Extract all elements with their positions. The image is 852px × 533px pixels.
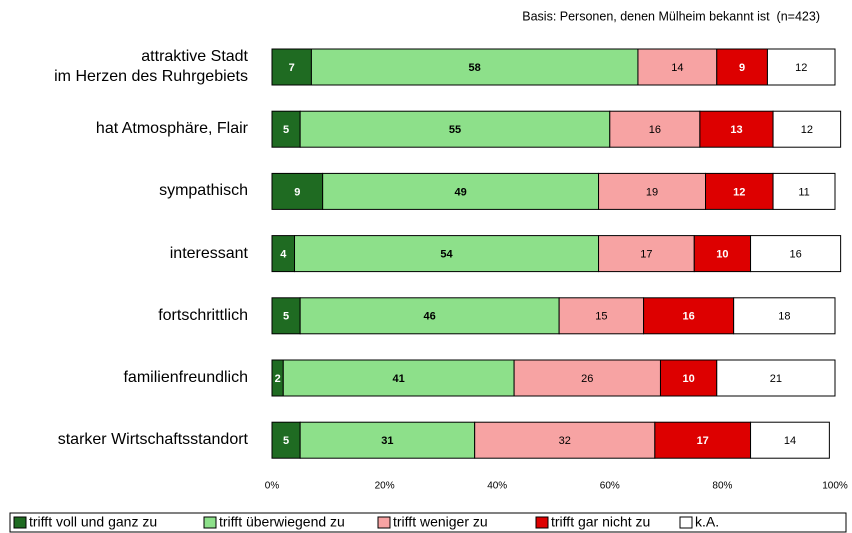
data-label: 19 (646, 186, 658, 198)
data-label: 11 (798, 186, 809, 198)
data-label: 58 (469, 62, 481, 74)
x-tick-label: 60% (600, 481, 620, 492)
bar-segment (598, 235, 695, 273)
data-label: 31 (381, 435, 393, 447)
data-label: 9 (739, 62, 745, 74)
bar-segment (299, 421, 476, 459)
bar-segment (772, 110, 842, 148)
data-label: 15 (595, 311, 607, 323)
legend-swatch (679, 516, 693, 529)
bar-segment (322, 172, 600, 210)
bar-segment (558, 297, 645, 335)
data-label: 17 (640, 249, 652, 261)
data-label: 12 (733, 186, 745, 198)
bar-segment (750, 421, 830, 459)
legend-label: trifft voll und ganz zu (29, 514, 157, 530)
data-label: 26 (581, 373, 593, 385)
bar-segment (598, 172, 707, 210)
x-tick-label: 0% (265, 481, 280, 492)
data-label: 14 (784, 435, 796, 447)
bar-segment (271, 110, 301, 148)
data-label: 5 (283, 435, 289, 447)
legend-swatch (203, 516, 217, 529)
legend-label: k.A. (695, 514, 719, 530)
data-label: 54 (440, 249, 453, 261)
category-label: fortschrittlich (158, 306, 248, 324)
data-label: 9 (294, 186, 300, 198)
bar-segment (750, 235, 842, 273)
category-label: attraktive Stadt im Herzen des Ruhrgebie… (54, 48, 248, 85)
data-label: 10 (716, 249, 728, 261)
bar-segment (637, 48, 718, 86)
legend-swatch (377, 516, 391, 529)
category-label: familienfreundlich (123, 369, 248, 386)
data-label: 49 (454, 186, 466, 198)
bar-segment (271, 297, 301, 335)
bar-segment (271, 172, 324, 210)
data-label: 46 (424, 311, 436, 323)
data-label: 5 (283, 311, 289, 323)
bar-segment (766, 48, 836, 86)
x-tick-label: 40% (487, 481, 507, 492)
bar-segment (271, 48, 312, 86)
data-label: 14 (671, 62, 683, 74)
data-label: 4 (280, 249, 287, 261)
data-label: 16 (649, 124, 661, 136)
chart-subtitle: Basis: Personen, denen Mülheim bekannt i… (522, 9, 820, 23)
category-label: sympathisch (159, 182, 248, 200)
data-label: 16 (682, 311, 694, 323)
bar-segment (474, 421, 656, 459)
data-label: 17 (697, 435, 709, 447)
data-label: 16 (789, 249, 801, 261)
legend-label: trifft weniger zu (393, 514, 488, 530)
data-label: 5 (283, 124, 289, 136)
data-label: 10 (682, 373, 694, 385)
data-label: 7 (289, 62, 295, 74)
bar-segment (716, 359, 836, 397)
category-label: hat Atmosphäre, Flair (95, 120, 248, 138)
legend-label: trifft überwiegend zu (219, 514, 345, 530)
category-label: interessant (169, 244, 248, 262)
bar-segment (772, 172, 836, 210)
bar-segment (654, 421, 752, 459)
bar-segment (609, 110, 701, 148)
data-label: 18 (778, 311, 790, 323)
bar-segment (294, 235, 600, 273)
data-label: 55 (449, 124, 461, 136)
bar-segment (693, 235, 752, 273)
bar-segment (271, 421, 301, 459)
bar-segment (705, 172, 774, 210)
x-tick-label: 20% (375, 481, 395, 492)
x-tick-label: 100% (822, 481, 848, 492)
data-label: 13 (730, 124, 742, 136)
legend-label: trifft gar nicht zu (551, 514, 650, 530)
legend-swatch (535, 516, 549, 529)
bar-segment (733, 297, 836, 335)
bar-segment (513, 359, 661, 397)
bar-segment (299, 297, 560, 335)
x-tick-label: 80% (712, 481, 732, 492)
data-label: 21 (770, 373, 782, 385)
data-label: 12 (801, 124, 813, 136)
category-label: starker Wirtschaftsstandort (57, 431, 248, 449)
data-label: 12 (795, 62, 807, 74)
data-label: 2 (275, 373, 281, 385)
data-label: 41 (393, 373, 405, 385)
legend-swatch (13, 516, 27, 529)
legend-frame (9, 512, 847, 533)
data-label: 32 (559, 435, 571, 447)
bar-segment (299, 110, 611, 148)
